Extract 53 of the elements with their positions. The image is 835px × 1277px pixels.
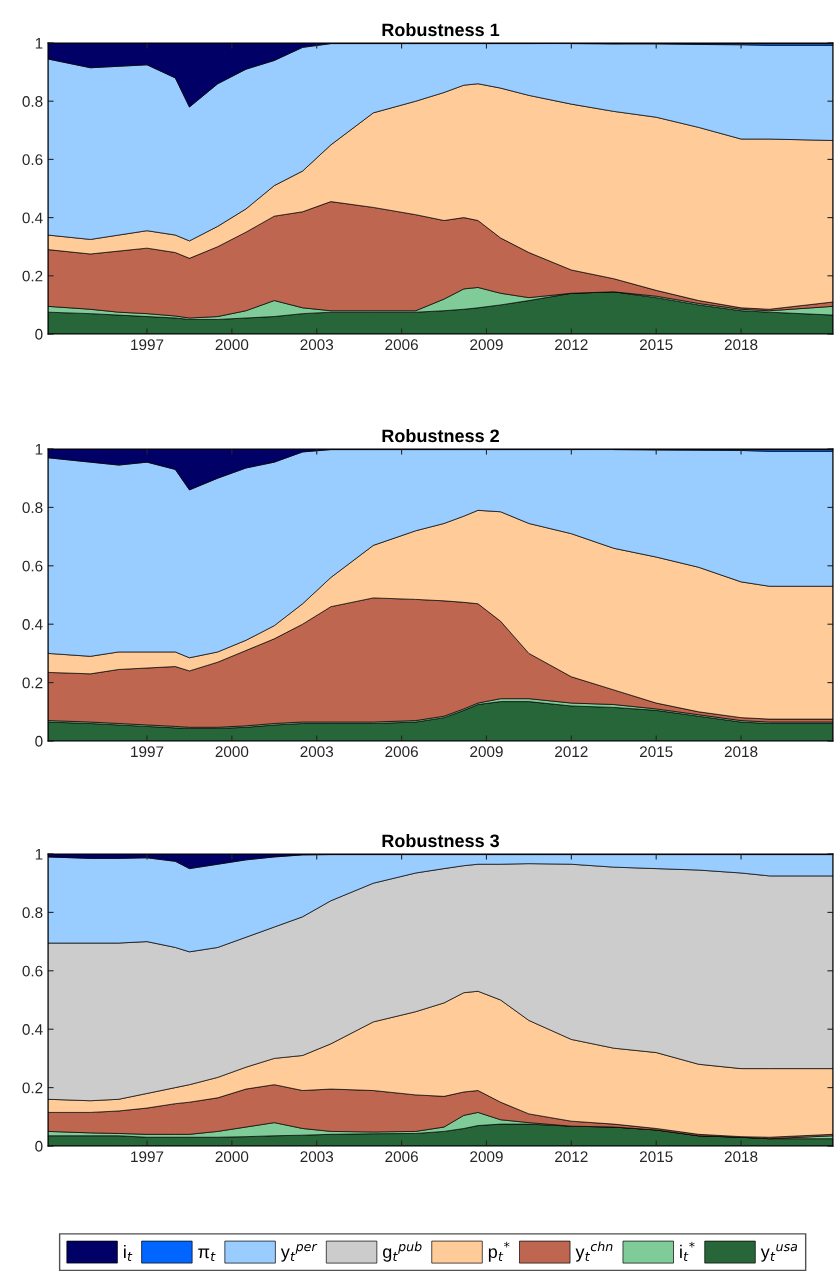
- x-tick-label: 1997: [131, 339, 164, 351]
- x-tick-label: 2015: [639, 339, 673, 351]
- legend-label: y$_{t}$$^{per}$: [280, 1243, 318, 1262]
- y-tick-label: 0.6: [22, 154, 43, 166]
- x-tick-label: 2003: [300, 339, 334, 351]
- y-tick-label: 0.8: [22, 502, 43, 514]
- x-tick-label: 1997: [131, 746, 164, 758]
- x-tick-label: 2015: [639, 746, 673, 758]
- x-tick-label: 2012: [555, 746, 588, 758]
- x-tick-label: 2012: [555, 339, 588, 351]
- x-tick-label: 2009: [470, 1151, 503, 1163]
- y-tick-label: 0.6: [22, 560, 43, 572]
- legend-label: i$_{t}$: [124, 1244, 133, 1261]
- x-tick-label: 2018: [724, 339, 758, 351]
- y-tick-label: 0.4: [22, 619, 43, 630]
- x-tick-label: 2003: [300, 746, 334, 758]
- x-tick-label: 2009: [470, 746, 503, 758]
- x-tick-label: 2000: [215, 1151, 249, 1163]
- chart-title: Robustness 2: [382, 428, 499, 443]
- y-tick-label: 1: [35, 38, 43, 49]
- chart-title: Robustness 1: [382, 22, 500, 37]
- y-tick-label: 0.6: [22, 965, 43, 977]
- x-tick-label: 2006: [385, 746, 418, 758]
- x-tick-label: 2006: [385, 339, 418, 351]
- x-tick-label: 2015: [639, 1151, 673, 1163]
- y-tick-label: 0.4: [22, 212, 43, 224]
- legend-label: g$_{t}$$^{pub}$: [383, 1241, 422, 1262]
- y-tick-label: 0.8: [22, 907, 43, 919]
- legend-label: i$_{t}$$^{*}$: [680, 1241, 695, 1261]
- legend-label: y$_{t}$$^{usa}$: [760, 1243, 798, 1262]
- y-tick-label: 0: [35, 1140, 43, 1152]
- x-tick-label: 2009: [470, 339, 503, 351]
- y-tick-label: 1: [35, 849, 43, 860]
- y-tick-label: 0.4: [22, 1024, 43, 1035]
- x-tick-label: 2000: [215, 339, 249, 351]
- legend-label: π$_{t}$: [198, 1248, 216, 1261]
- y-tick-label: 0: [35, 328, 43, 340]
- chart-title: Robustness 3: [382, 833, 500, 848]
- x-tick-label: 1997: [131, 1151, 164, 1163]
- y-tick-label: 0.2: [22, 270, 43, 282]
- x-tick-label: 2000: [215, 746, 249, 758]
- x-tick-label: 2003: [300, 1151, 334, 1163]
- y-tick-label: 0.2: [22, 1082, 43, 1094]
- y-tick-label: 0.2: [22, 677, 43, 689]
- x-tick-label: 2018: [724, 1151, 758, 1163]
- y-tick-label: 0.8: [22, 96, 43, 107]
- y-tick-label: 1: [35, 444, 43, 455]
- x-tick-label: 2012: [555, 1151, 588, 1163]
- legend-label: y$_{t}$$^{chn}$: [575, 1241, 613, 1262]
- legend-label: p$_{t}$$^{*}$: [488, 1241, 510, 1262]
- x-tick-label: 2006: [385, 1151, 418, 1163]
- y-tick-label: 0: [35, 735, 43, 747]
- x-tick-label: 2018: [724, 746, 758, 758]
